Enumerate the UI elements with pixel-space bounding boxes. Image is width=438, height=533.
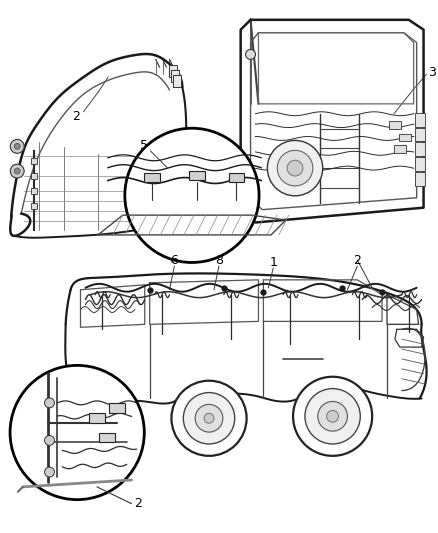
Circle shape xyxy=(293,377,372,456)
Circle shape xyxy=(204,413,214,423)
Circle shape xyxy=(277,150,313,186)
Bar xyxy=(389,120,401,128)
Bar xyxy=(89,413,105,423)
Bar xyxy=(415,113,424,127)
Circle shape xyxy=(287,160,303,176)
Bar xyxy=(31,203,37,208)
Bar xyxy=(189,171,205,180)
Bar xyxy=(31,158,37,164)
Circle shape xyxy=(10,366,144,499)
Text: 2: 2 xyxy=(73,110,81,123)
Bar xyxy=(415,142,424,156)
Circle shape xyxy=(10,164,24,178)
Bar xyxy=(31,188,37,194)
Bar xyxy=(109,403,125,413)
Text: 3: 3 xyxy=(428,66,436,79)
Circle shape xyxy=(171,381,247,456)
Text: 5: 5 xyxy=(141,140,148,152)
Bar xyxy=(229,173,244,182)
Bar xyxy=(399,133,411,141)
Circle shape xyxy=(125,128,259,262)
Text: 2: 2 xyxy=(353,254,361,266)
Bar xyxy=(415,127,424,141)
Bar xyxy=(99,432,115,442)
Bar xyxy=(415,172,424,186)
Bar xyxy=(170,66,177,77)
Circle shape xyxy=(305,389,360,444)
Text: 1: 1 xyxy=(269,255,277,269)
Bar xyxy=(171,70,179,82)
Circle shape xyxy=(45,467,54,477)
Bar xyxy=(31,173,37,179)
Circle shape xyxy=(10,140,24,154)
Circle shape xyxy=(246,50,255,59)
Circle shape xyxy=(14,143,20,149)
Bar xyxy=(415,157,424,171)
Circle shape xyxy=(184,393,235,444)
Text: 2: 2 xyxy=(134,497,142,510)
Bar xyxy=(145,173,160,182)
Circle shape xyxy=(318,401,347,431)
Circle shape xyxy=(14,168,20,174)
Text: 8: 8 xyxy=(215,254,223,266)
Circle shape xyxy=(327,410,339,422)
Circle shape xyxy=(195,405,223,432)
Circle shape xyxy=(45,435,54,446)
Bar xyxy=(173,75,181,87)
Circle shape xyxy=(45,398,54,408)
Text: 6: 6 xyxy=(170,254,178,266)
Bar xyxy=(394,146,406,154)
Circle shape xyxy=(267,140,323,196)
